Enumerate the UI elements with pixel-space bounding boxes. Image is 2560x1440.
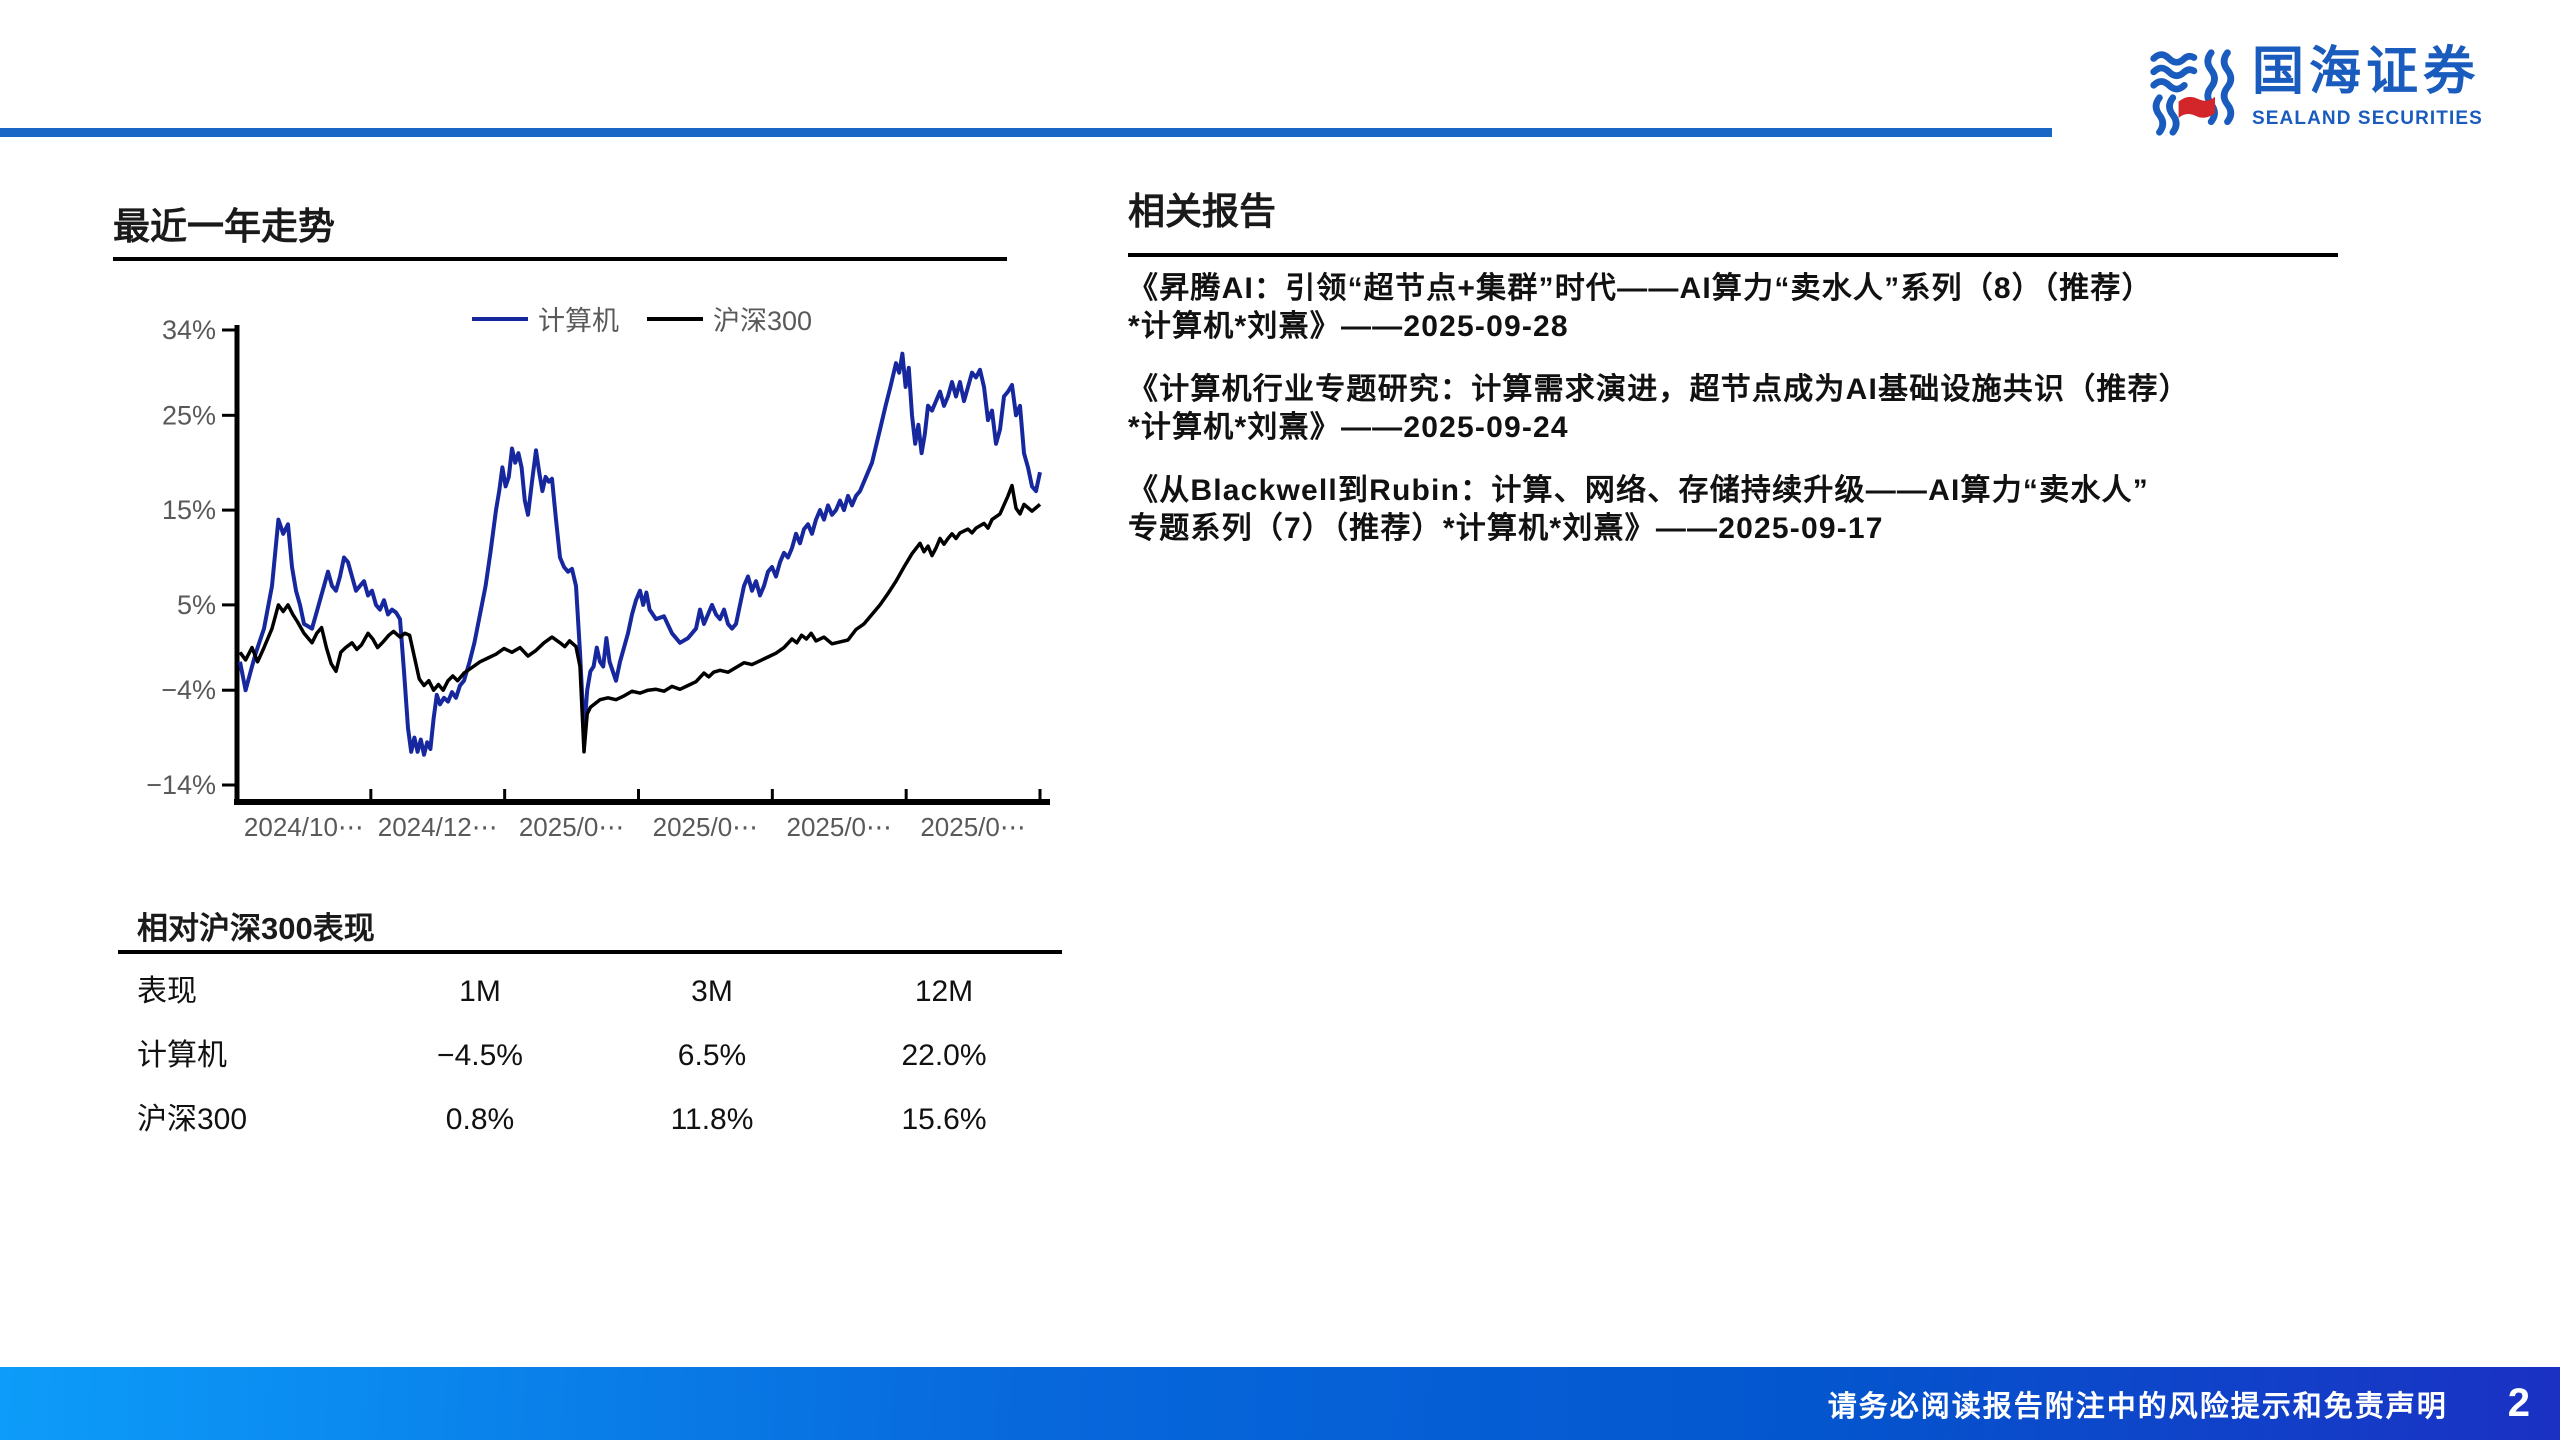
chart-section-title: 最近一年走势: [113, 206, 335, 247]
page-number: 2: [2507, 1381, 2530, 1425]
sealand-logo-icon: [2150, 49, 2235, 136]
svg-text:25%: 25%: [162, 400, 216, 430]
row-csi300-label: 沪深300: [137, 1103, 248, 1136]
row-csi300-1m: 0.8%: [445, 1103, 515, 1136]
perf-table-rule: [118, 950, 1062, 954]
footer-bar: 请务必阅读报告附注中的风险提示和免责声明 2: [0, 1367, 2560, 1440]
reports-title: 相关报告: [1128, 191, 1276, 232]
report-line: 《昇腾AI：引领“超节点+集群”时代——AI算力“卖水人”系列（8）（推荐）: [1128, 272, 2153, 305]
reports-list: 《昇腾AI：引领“超节点+集群”时代——AI算力“卖水人”系列（8）（推荐） *…: [1128, 270, 2408, 573]
report-item: 《从Blackwell到Rubin：计算、网络、存储持续升级——AI算力“卖水人…: [1128, 472, 2408, 548]
legend-label-csi300: 沪深300: [712, 306, 813, 336]
report-line: *计算机*刘熹》——2025-09-24: [1128, 411, 1569, 444]
svg-text:2024/10⋯: 2024/10⋯: [244, 812, 364, 842]
row-computer-12m: 22.0%: [901, 1039, 987, 1072]
row-computer-3m: 6.5%: [677, 1039, 747, 1072]
legend-swatch-csi300: [646, 316, 703, 321]
row-csi300-3m: 11.8%: [670, 1103, 754, 1136]
svg-text:15%: 15%: [162, 495, 216, 525]
svg-text:2025/0⋯: 2025/0⋯: [519, 812, 625, 842]
col-header-1m: 1M: [459, 975, 501, 1008]
legend-item-computer: 计算机: [471, 299, 619, 338]
svg-text:−4%: −4%: [161, 675, 216, 705]
svg-text:2024/12⋯: 2024/12⋯: [378, 812, 498, 842]
logo-name-cn: 国海证券: [2252, 43, 2481, 101]
row-computer-label: 计算机: [137, 1039, 227, 1072]
chart-title-rule: [113, 257, 1007, 261]
report-line: 《从Blackwell到Rubin：计算、网络、存储持续升级——AI算力“卖水人…: [1128, 474, 2149, 507]
perf-table-title: 相对沪深300表现: [137, 911, 375, 946]
col-header-12m: 12M: [914, 975, 974, 1008]
report-line: 《计算机行业专题研究：计算需求演进，超节点成为AI基础设施共识（推荐）: [1128, 373, 2190, 406]
header-accent-line: [0, 128, 2052, 137]
report-line: *计算机*刘熹》——2025-09-28: [1128, 310, 1569, 343]
report-line: 专题系列（7）（推荐）*计算机*刘熹》——2025-09-17: [1128, 512, 1884, 545]
disclaimer-text: 请务必阅读报告附注中的风险提示和免责声明: [1827, 1390, 2448, 1423]
svg-text:−14%: −14%: [146, 770, 216, 800]
legend-item-csi300: 沪深300: [646, 299, 813, 338]
svg-text:5%: 5%: [177, 590, 216, 620]
logo-text: 国海证券 SEALAND SECURITIES: [2252, 43, 2483, 130]
trend-chart: 34% 25% 15% 5% −4% −14% 2024/10⋯ 2024/12⋯ 2025/0…: [146, 315, 1050, 842]
company-logo: 国海证券 SEALAND SECURITIES: [2146, 43, 2483, 138]
report-item: 《昇腾AI：引领“超节点+集群”时代——AI算力“卖水人”系列（8）（推荐） *…: [1128, 270, 2408, 346]
chart-legend: 计算机 沪深300: [237, 299, 1047, 338]
svg-text:2025/0⋯: 2025/0⋯: [920, 812, 1026, 842]
row-csi300-12m: 15.6%: [901, 1103, 987, 1136]
legend-swatch-computer: [471, 316, 528, 321]
perf-table: 表现 1M 3M 12M 计算机 −4.5% 6.5% 22.0% 沪深300 …: [137, 971, 1061, 1163]
svg-text:2025/0⋯: 2025/0⋯: [653, 812, 759, 842]
reports-title-rule: [1128, 253, 2338, 257]
logo-name-en: SEALAND SECURITIES: [2252, 108, 2483, 130]
svg-text:2025/0⋯: 2025/0⋯: [786, 812, 892, 842]
row-computer-1m: −4.5%: [437, 1039, 523, 1072]
legend-label-computer: 计算机: [537, 306, 619, 336]
report-item: 《计算机行业专题研究：计算需求演进，超节点成为AI基础设施共识（推荐） *计算机…: [1128, 371, 2408, 447]
col-header-3m: 3M: [691, 975, 733, 1008]
col-header-metric: 表现: [137, 975, 197, 1008]
svg-text:34%: 34%: [162, 315, 216, 345]
